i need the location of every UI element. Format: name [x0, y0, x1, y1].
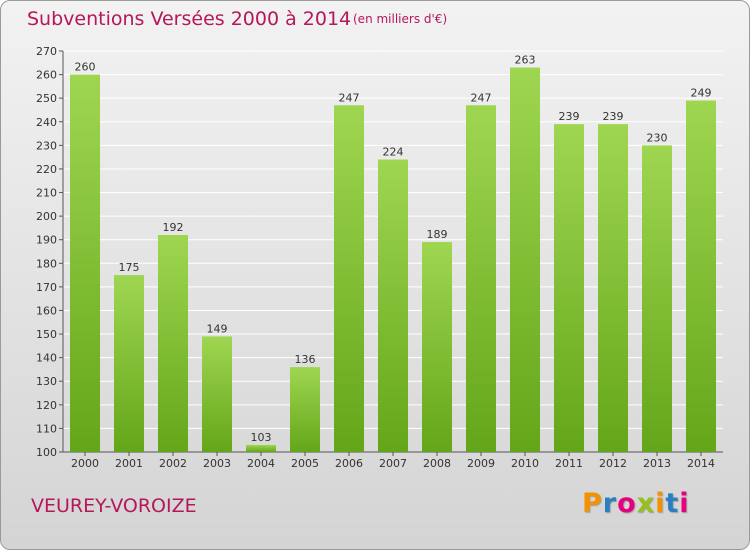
x-tick-label: 2013 [643, 457, 671, 470]
y-tick-label: 250 [36, 92, 57, 105]
bar-value-label: 247 [339, 91, 360, 104]
y-tick-label: 260 [36, 69, 57, 82]
bar-value-label: 224 [383, 146, 404, 159]
x-tick-label: 2007 [379, 457, 407, 470]
bar-value-label: 103 [251, 431, 272, 444]
y-tick-label: 190 [36, 234, 57, 247]
brand-letter: i [679, 488, 690, 519]
bar-value-label: 192 [163, 221, 184, 234]
chart-title: Subventions Versées 2000 à 2014 [27, 8, 352, 30]
y-tick-label: 210 [36, 187, 57, 200]
x-tick-label: 2008 [423, 457, 451, 470]
y-tick-label: 150 [36, 328, 57, 341]
bar [466, 105, 496, 453]
bar [686, 100, 716, 453]
chart-subtitle: (en milliers d'€) [353, 12, 448, 26]
x-tick-label: 2010 [511, 457, 539, 470]
brand-letter: i [655, 488, 666, 519]
bar-value-label: 149 [207, 322, 228, 335]
y-tick-label: 140 [36, 352, 57, 365]
bar-value-label: 260 [75, 61, 96, 74]
bar-value-labels: 260 175 192 149 103 136 247 224 189 247 263 239 239 2… [75, 54, 712, 444]
brand-letter: x [636, 488, 656, 519]
x-tick-label: 2005 [291, 457, 319, 470]
bar [70, 74, 100, 453]
y-tick-label: 170 [36, 281, 57, 294]
y-tick-label: 230 [36, 139, 57, 152]
bar [334, 105, 364, 453]
brand-letter: o [617, 488, 637, 519]
x-tick-label: 2004 [247, 457, 275, 470]
y-tick-label: 200 [36, 210, 57, 223]
bar [510, 67, 540, 452]
brand-letter: t [665, 488, 680, 519]
y-tick-label: 180 [36, 257, 57, 270]
bar-value-label: 175 [119, 261, 140, 274]
bar [642, 145, 672, 452]
x-tick-label: 2006 [335, 457, 363, 470]
y-tick-label: 220 [36, 163, 57, 176]
brand-letter: P [582, 488, 603, 519]
y-tick-label: 160 [36, 304, 57, 317]
x-tick-label: 2012 [599, 457, 627, 470]
proxiti-logo: Proxiti [582, 488, 690, 519]
bar-value-label: 239 [603, 110, 624, 123]
bar [598, 124, 628, 452]
bar [202, 336, 232, 452]
bar-value-label: 263 [515, 54, 536, 67]
bar [422, 242, 452, 452]
bar [554, 124, 584, 452]
x-tick-labels: 2000 2001 2002 2003 2004 2005 2006 2007 2008 2009… [71, 457, 715, 470]
x-tick-label: 2014 [687, 457, 715, 470]
bar-value-label: 239 [559, 110, 580, 123]
bar [246, 444, 276, 452]
bar-value-label: 136 [295, 353, 316, 366]
x-tick-label: 2003 [203, 457, 231, 470]
x-tick-label: 2002 [159, 457, 187, 470]
brand-letter: r [602, 488, 618, 519]
y-tick-label: 130 [36, 375, 57, 388]
x-tick-label: 2000 [71, 457, 99, 470]
x-tick-label: 2001 [115, 457, 143, 470]
bar [290, 367, 320, 452]
y-tick-labels: 100 110 120 130 140 150 160 170 180 190 200 210 220 2… [36, 45, 57, 459]
y-tick-label: 240 [36, 116, 57, 129]
bar [158, 234, 188, 452]
bar-value-label: 249 [691, 87, 712, 100]
bar-value-label: 247 [471, 91, 492, 104]
bars [70, 67, 716, 453]
bar-value-label: 189 [427, 228, 448, 241]
y-tick-label: 110 [36, 422, 57, 435]
y-tick-label: 270 [36, 45, 57, 58]
bar-value-label: 230 [647, 131, 668, 144]
commune-name: VEUREY-VOROIZE [31, 495, 197, 517]
bar [378, 159, 408, 452]
x-tick-label: 2009 [467, 457, 495, 470]
x-tick-label: 2011 [555, 457, 583, 470]
y-tick-label: 100 [36, 446, 57, 459]
bar [114, 275, 144, 452]
y-tick-label: 120 [36, 399, 57, 412]
